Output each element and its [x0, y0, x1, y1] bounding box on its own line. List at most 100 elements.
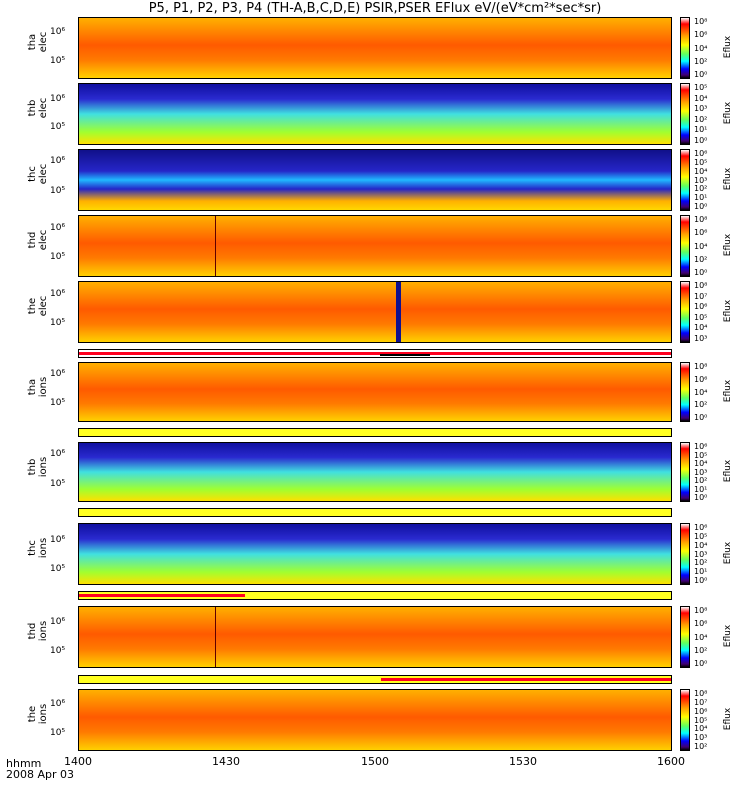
- colorbar-tick: 10²: [694, 476, 708, 485]
- colorbar-tick: 10⁵: [694, 450, 708, 460]
- colorbar-tick: 10⁴: [694, 43, 708, 53]
- mode-bar: [78, 349, 672, 358]
- spectrogram-thb-elec: [78, 83, 672, 145]
- colorbar: [680, 83, 690, 145]
- colorbar-tick: 10⁰: [694, 493, 708, 502]
- colorbar-tick: 10⁵: [694, 715, 708, 725]
- boundary-line: [215, 607, 216, 667]
- boundary-line: [215, 216, 216, 276]
- y-tick: 10⁵: [50, 564, 66, 574]
- colorbar-tick: 10⁴: [694, 166, 708, 176]
- spectrogram-thd-ions: [78, 606, 672, 668]
- spectrogram-thc-elec: [78, 149, 672, 211]
- mode-bar: [78, 675, 672, 684]
- colorbar-label: Eflux: [723, 459, 733, 483]
- colorbar-tick: 10⁷: [694, 291, 708, 301]
- y-tick: 10⁶: [50, 156, 66, 166]
- colorbar-label: Eflux: [723, 35, 733, 59]
- colorbar-tick: 10⁴: [694, 459, 708, 468]
- colorbar-label: Eflux: [723, 624, 733, 648]
- x-tick: 1600: [657, 755, 685, 768]
- y-tick: 10⁵: [50, 122, 66, 132]
- y-tick: 10⁵: [50, 728, 66, 738]
- colorbar-tick: 10³: [694, 175, 708, 185]
- colorbar-tick: 10⁴: [694, 93, 708, 103]
- colorbar-tick: 10⁴: [694, 724, 708, 734]
- colorbar-tick: 10³: [694, 467, 708, 477]
- x-tick: 1400: [64, 755, 92, 768]
- colorbar-tick: 10⁰: [694, 136, 708, 145]
- y-tick: 10⁶: [50, 27, 66, 37]
- y-tick: 10⁶: [50, 369, 66, 379]
- mode-bar-marker: [380, 354, 430, 356]
- chart-title: P5, P1, P2, P3, P4 (TH-A,B,C,D,E) PSIR,P…: [148, 1, 602, 16]
- mode-bar: [78, 591, 672, 600]
- colorbar-tick: 10⁸: [694, 606, 708, 615]
- colorbar: [680, 215, 690, 277]
- y-tick: 10⁵: [50, 186, 66, 196]
- colorbar-tick: 10⁶: [694, 149, 708, 158]
- panel-label: tha ions: [27, 376, 49, 398]
- y-tick: 10⁵: [50, 252, 66, 262]
- colorbar-label: Eflux: [723, 233, 733, 257]
- colorbar-tick: 10⁶: [694, 30, 708, 40]
- panel-label: thc elec: [27, 163, 49, 185]
- panel-label: the ions: [27, 703, 49, 725]
- colorbar-tick: 10⁰: [694, 413, 708, 422]
- colorbar: [680, 689, 690, 751]
- colorbar-tick: 10⁸: [694, 17, 708, 26]
- colorbar-tick: 10⁶: [694, 442, 708, 451]
- y-tick: 10⁶: [50, 535, 66, 545]
- colorbar: [680, 442, 690, 502]
- spectrogram-the-ions: [78, 689, 672, 751]
- colorbar-tick: 10⁴: [694, 632, 708, 642]
- x-tick: 1500: [361, 755, 389, 768]
- colorbar-tick: 10⁰: [694, 268, 708, 277]
- colorbar-tick: 10²: [694, 645, 708, 655]
- colorbar: [680, 362, 690, 422]
- y-tick: 10⁵: [50, 318, 66, 328]
- colorbar-tick: 10⁴: [694, 387, 708, 397]
- colorbar-tick: 10²: [694, 56, 708, 66]
- y-tick: 10⁵: [50, 56, 66, 66]
- colorbar-tick: 10⁸: [694, 689, 708, 698]
- panel-label: tha elec: [27, 31, 49, 53]
- colorbar-tick: 10³: [694, 104, 708, 114]
- colorbar-tick: 10¹: [694, 567, 708, 577]
- colorbar-tick: 10²: [694, 558, 708, 568]
- colorbar: [680, 523, 690, 585]
- colorbar-tick: 10⁵: [694, 157, 708, 167]
- colorbar-tick: 10¹: [694, 193, 708, 203]
- colorbar: [680, 606, 690, 668]
- colorbar-tick: 10⁶: [694, 374, 708, 384]
- spectrogram-the-elec: [78, 281, 672, 343]
- mode-bar: [78, 428, 672, 437]
- colorbar-tick: 10⁶: [694, 619, 708, 629]
- x-axis-unit-label: hhmm: [6, 757, 42, 770]
- y-tick: 10⁶: [50, 289, 66, 299]
- colorbar-tick: 10⁸: [694, 281, 708, 290]
- colorbar: [680, 17, 690, 79]
- y-tick: 10⁵: [50, 398, 66, 408]
- panel-label: thb elec: [27, 97, 49, 119]
- panel-label: thd ions: [27, 620, 49, 642]
- data-gap: [396, 282, 401, 342]
- colorbar: [680, 149, 690, 211]
- colorbar-tick: 10³: [694, 334, 708, 343]
- x-tick: 1530: [509, 755, 537, 768]
- spectrogram-thb-ions: [78, 442, 672, 502]
- mode-bar-segment: [79, 352, 671, 355]
- colorbar-tick: 10⁵: [694, 312, 708, 322]
- y-tick: 10⁶: [50, 699, 66, 709]
- mode-bar-segment: [79, 594, 245, 597]
- panel-label: thd elec: [27, 229, 49, 251]
- colorbar-tick: 10²: [694, 114, 708, 124]
- panel-label: thb ions: [27, 456, 49, 478]
- colorbar-tick: 10³: [694, 733, 708, 743]
- spectrogram-thc-ions: [78, 523, 672, 585]
- colorbar-tick: 10⁵: [694, 83, 708, 92]
- colorbar-label: Eflux: [723, 707, 733, 731]
- colorbar-tick: 10⁸: [694, 362, 708, 371]
- spectrogram-tha-ions: [78, 362, 672, 422]
- panel-label: the elec: [27, 295, 49, 317]
